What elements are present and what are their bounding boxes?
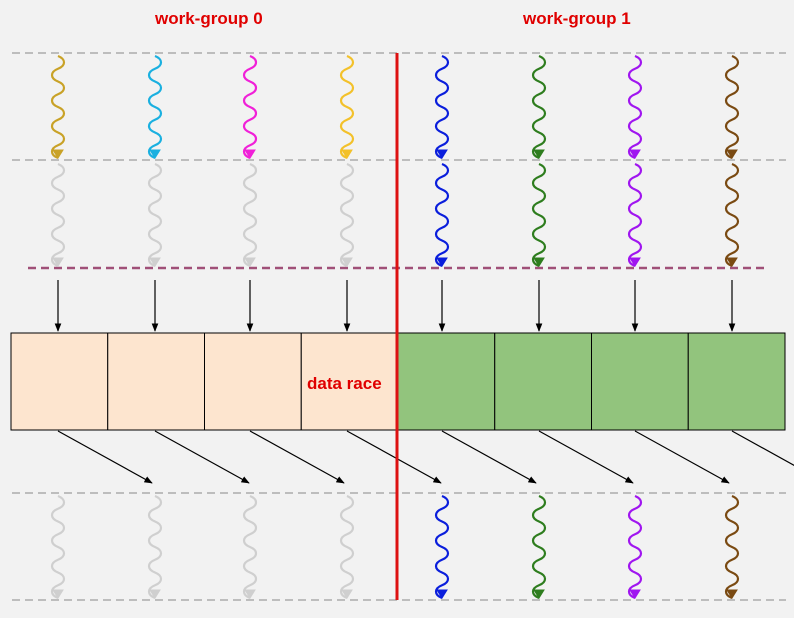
memory-cell-0 xyxy=(10,332,109,431)
thread-4-phase3-arrowhead xyxy=(436,589,448,599)
memory-cell-3 xyxy=(300,332,399,431)
work-group-1-label: work-group 1 xyxy=(523,9,631,28)
thread-3-phase2 xyxy=(339,162,355,268)
thread-2-phase1-arrowhead xyxy=(244,149,256,159)
thread-6-phase2 xyxy=(627,162,643,268)
memory-cell-6 xyxy=(591,332,689,431)
thread-0-phase1 xyxy=(50,54,66,160)
thread-6-phase3-arrowhead xyxy=(629,589,641,599)
thread-5-phase1 xyxy=(531,54,547,160)
read-arrow-6 xyxy=(634,430,730,484)
thread-1-phase1-arrowhead xyxy=(149,149,161,159)
data-race-label: data race xyxy=(307,374,382,393)
thread-5-phase3 xyxy=(531,494,547,600)
thread-5-phase1-arrowhead xyxy=(533,149,545,159)
thread-3-phase1-arrowhead xyxy=(341,149,353,159)
thread-6-phase2-arrowhead xyxy=(629,257,641,267)
thread-7-phase3 xyxy=(724,494,740,600)
thread-2-phase2-arrowhead xyxy=(244,257,256,267)
thread-3-phase3-arrowhead xyxy=(341,589,353,599)
thread-6-phase3 xyxy=(627,494,643,600)
thread-2-phase3-arrowhead xyxy=(244,589,256,599)
read-arrow-7 xyxy=(731,430,794,466)
thread-0-phase3-arrowhead xyxy=(52,589,64,599)
thread-7-phase2-arrowhead xyxy=(726,257,738,267)
thread-4-phase1-arrowhead xyxy=(436,149,448,159)
read-arrow-2 xyxy=(249,430,345,484)
thread-1-phase3-arrowhead xyxy=(149,589,161,599)
thread-2-phase1 xyxy=(242,54,258,160)
thread-3-phase1 xyxy=(339,54,355,160)
memory-cell-1 xyxy=(107,332,205,431)
thread-7-phase1-arrowhead xyxy=(726,149,738,159)
thread-1-phase1 xyxy=(147,54,163,160)
thread-5-phase2 xyxy=(531,162,547,268)
thread-4-phase3 xyxy=(434,494,450,600)
read-arrow-0 xyxy=(57,430,153,484)
thread-3-phase2-arrowhead xyxy=(341,257,353,267)
thread-0-phase2-arrowhead xyxy=(52,257,64,267)
thread-2-phase3 xyxy=(242,494,258,600)
work-group-0-label: work-group 0 xyxy=(155,9,263,28)
thread-1-phase2 xyxy=(147,162,163,268)
memory-cell-7 xyxy=(687,332,786,431)
thread-7-phase2 xyxy=(724,162,740,268)
memory-cell-2 xyxy=(204,332,302,431)
thread-5-phase2-arrowhead xyxy=(533,257,545,267)
thread-4-phase2 xyxy=(434,162,450,268)
thread-0-phase3 xyxy=(50,494,66,600)
thread-0-phase2 xyxy=(50,162,66,268)
memory-cell-5 xyxy=(494,332,592,431)
read-arrow-1 xyxy=(154,430,250,484)
read-arrow-5 xyxy=(538,430,634,484)
memory-cell-4 xyxy=(397,332,496,431)
thread-4-phase2-arrowhead xyxy=(436,257,448,267)
thread-0-phase1-arrowhead xyxy=(52,149,64,159)
read-arrow-3 xyxy=(346,430,442,484)
thread-7-phase3-arrowhead xyxy=(726,589,738,599)
thread-7-phase1 xyxy=(724,54,740,160)
thread-1-phase3 xyxy=(147,494,163,600)
thread-5-phase3-arrowhead xyxy=(533,589,545,599)
read-arrow-4 xyxy=(441,430,537,484)
thread-4-phase1 xyxy=(434,54,450,160)
thread-6-phase1 xyxy=(627,54,643,160)
thread-1-phase2-arrowhead xyxy=(149,257,161,267)
thread-6-phase1-arrowhead xyxy=(629,149,641,159)
thread-3-phase3 xyxy=(339,494,355,600)
thread-2-phase2 xyxy=(242,162,258,268)
